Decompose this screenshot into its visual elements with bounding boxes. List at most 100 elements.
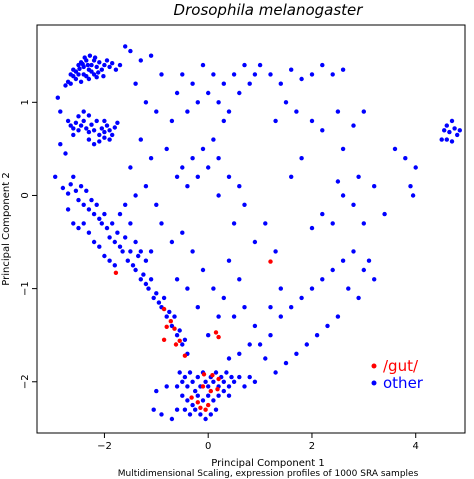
point-other-146 bbox=[195, 374, 200, 380]
point-other-31 bbox=[110, 61, 115, 66]
point-other-150 bbox=[206, 384, 211, 389]
point-other-239 bbox=[148, 156, 154, 161]
point-other-261 bbox=[330, 267, 335, 273]
point-other-32 bbox=[113, 67, 119, 72]
point-gut-8 bbox=[182, 353, 188, 358]
point-other-21 bbox=[68, 72, 73, 77]
point-gut-20 bbox=[198, 405, 203, 410]
point-other-272 bbox=[273, 370, 278, 375]
point-other-163 bbox=[195, 393, 200, 398]
point-other-206 bbox=[195, 100, 200, 105]
point-other-60 bbox=[102, 135, 107, 140]
point-other-30 bbox=[107, 64, 112, 70]
point-other-316 bbox=[237, 277, 242, 282]
point-other-15 bbox=[91, 72, 97, 77]
point-other-219 bbox=[268, 72, 273, 77]
point-other-69 bbox=[115, 120, 120, 126]
point-other-173 bbox=[198, 412, 203, 417]
point-other-142 bbox=[185, 384, 190, 389]
point-other-161 bbox=[185, 398, 190, 403]
point-other-132 bbox=[65, 207, 71, 212]
point-other-10 bbox=[71, 67, 76, 72]
point-other-25 bbox=[87, 53, 93, 58]
point-other-53 bbox=[99, 126, 105, 131]
point-other-216 bbox=[247, 81, 252, 86]
point-other-100 bbox=[128, 249, 133, 254]
y-tick-label-0: −2 bbox=[20, 374, 31, 389]
point-other-260 bbox=[320, 277, 325, 282]
point-other-63 bbox=[81, 109, 86, 114]
point-gut-9 bbox=[213, 330, 219, 335]
point-other-178 bbox=[177, 370, 182, 375]
point-other-80 bbox=[76, 197, 81, 203]
point-other-235 bbox=[133, 81, 138, 86]
point-other-293 bbox=[447, 129, 452, 135]
point-other-190 bbox=[174, 174, 180, 179]
point-other-184 bbox=[169, 416, 175, 422]
point-other-285 bbox=[335, 179, 341, 184]
point-other-160 bbox=[180, 393, 185, 398]
point-other-236 bbox=[143, 100, 149, 105]
point-gut-22 bbox=[203, 407, 208, 412]
point-other-68 bbox=[102, 118, 107, 124]
point-other-313 bbox=[263, 221, 268, 226]
point-other-220 bbox=[278, 81, 283, 86]
point-other-271 bbox=[283, 360, 289, 366]
point-other-195 bbox=[200, 146, 206, 152]
point-other-71 bbox=[58, 109, 63, 114]
point-other-197 bbox=[211, 137, 216, 142]
point-other-77 bbox=[68, 182, 73, 187]
point-other-254 bbox=[257, 342, 263, 347]
point-other-157 bbox=[224, 370, 229, 375]
point-other-187 bbox=[154, 388, 159, 394]
point-other-40 bbox=[65, 118, 71, 124]
point-other-176 bbox=[213, 407, 219, 412]
point-other-294 bbox=[449, 118, 455, 124]
y-tick-label-2: 0 bbox=[20, 192, 31, 198]
point-other-113 bbox=[161, 295, 167, 301]
point-other-99 bbox=[125, 258, 130, 263]
point-other-185 bbox=[174, 407, 180, 412]
legend-marker-other bbox=[371, 380, 377, 386]
point-other-49 bbox=[89, 122, 94, 127]
point-other-34 bbox=[63, 83, 68, 88]
x-tick-label-3: 4 bbox=[413, 441, 419, 452]
point-other-51 bbox=[94, 118, 99, 124]
point-other-209 bbox=[211, 72, 216, 77]
point-other-124 bbox=[86, 230, 92, 235]
point-other-252 bbox=[242, 305, 247, 310]
point-other-116 bbox=[169, 323, 175, 329]
point-other-130 bbox=[71, 221, 76, 226]
point-other-275 bbox=[356, 295, 361, 301]
point-other-250 bbox=[221, 295, 226, 301]
point-other-36 bbox=[80, 61, 85, 67]
legend-label-gut: /gut/ bbox=[383, 357, 419, 375]
point-other-29 bbox=[104, 58, 110, 63]
point-other-164 bbox=[200, 398, 206, 403]
point-other-181 bbox=[242, 384, 247, 389]
point-other-284 bbox=[356, 174, 361, 179]
point-other-59 bbox=[107, 137, 112, 142]
point-other-74 bbox=[63, 151, 68, 156]
point-other-248 bbox=[200, 267, 206, 273]
point-other-103 bbox=[136, 253, 141, 259]
x-tick-label-1: 0 bbox=[205, 441, 211, 452]
point-other-266 bbox=[335, 314, 341, 319]
point-gut-12 bbox=[201, 372, 207, 377]
point-other-41 bbox=[68, 123, 73, 128]
point-other-269 bbox=[304, 342, 309, 347]
point-other-312 bbox=[252, 239, 258, 245]
point-other-135 bbox=[128, 221, 133, 226]
point-other-165 bbox=[206, 393, 211, 398]
chart-subtitle: Multidimensional Scaling, expression pro… bbox=[118, 469, 419, 479]
point-other-70 bbox=[55, 95, 60, 100]
point-other-280 bbox=[340, 193, 346, 198]
point-other-296 bbox=[455, 132, 460, 138]
point-other-134 bbox=[123, 202, 128, 207]
point-other-81 bbox=[78, 184, 84, 189]
point-other-277 bbox=[330, 221, 335, 226]
point-other-308 bbox=[299, 156, 304, 161]
x-axis-label: Principal Component 1 bbox=[211, 458, 324, 469]
point-other-328 bbox=[226, 174, 232, 179]
point-other-203 bbox=[180, 72, 185, 77]
